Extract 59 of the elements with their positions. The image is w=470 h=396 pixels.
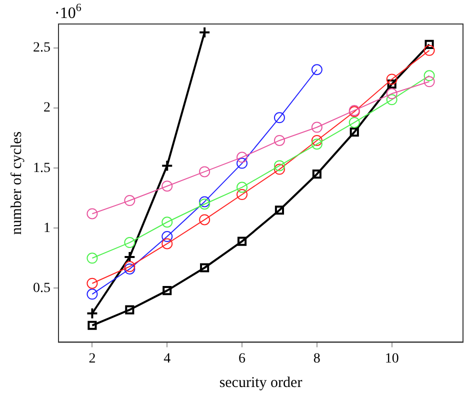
point: [237, 236, 247, 246]
point: [274, 160, 285, 172]
point: [198, 26, 211, 38]
point: [200, 263, 210, 272]
point: [124, 250, 136, 263]
x-tick-label: 10: [384, 351, 399, 366]
point: [386, 74, 398, 85]
point: [88, 320, 97, 330]
y-tick-label: 2: [44, 100, 50, 116]
point: [236, 189, 248, 200]
x-tick-label: 6: [238, 351, 246, 366]
point: [424, 70, 435, 82]
point: [162, 216, 173, 228]
point: [311, 122, 322, 133]
point: [199, 214, 210, 226]
point: [386, 94, 398, 106]
point: [199, 196, 210, 208]
point: [86, 252, 98, 264]
point: [199, 198, 210, 210]
point: [161, 160, 174, 172]
point: [312, 170, 322, 179]
y-tick-label: 1: [44, 220, 50, 236]
point: [162, 286, 172, 296]
point: [424, 44, 435, 56]
point: [199, 166, 210, 178]
point: [311, 64, 322, 76]
point: [348, 116, 360, 128]
x-tick-label: 2: [88, 351, 96, 366]
point: [162, 180, 173, 192]
point: [124, 195, 136, 206]
point: [86, 288, 98, 300]
point: [274, 164, 285, 175]
point: [386, 88, 398, 100]
point: [125, 305, 134, 314]
point: [124, 237, 136, 248]
point: [311, 134, 322, 146]
point: [236, 158, 248, 169]
point: [86, 307, 98, 320]
point: [424, 40, 434, 49]
point: [387, 80, 396, 89]
x-tick-label: 4: [164, 351, 171, 366]
point: [162, 231, 173, 242]
y-tick-label: 2.5: [33, 40, 50, 56]
point: [350, 128, 359, 137]
point: [274, 134, 285, 146]
y-tick-label: 0.5: [33, 280, 50, 296]
x-tick-label: 8: [313, 351, 320, 366]
point: [162, 238, 173, 250]
point: [86, 208, 98, 220]
point: [236, 182, 248, 193]
point: [236, 152, 248, 163]
y-tick-label: 1.5: [33, 160, 50, 176]
point: [86, 278, 98, 289]
point: [274, 112, 285, 124]
y-axis-title: number of cycles: [8, 131, 25, 235]
point: [311, 138, 322, 150]
point: [274, 206, 284, 215]
x-axis-title: security order: [219, 374, 302, 391]
point: [424, 76, 435, 88]
